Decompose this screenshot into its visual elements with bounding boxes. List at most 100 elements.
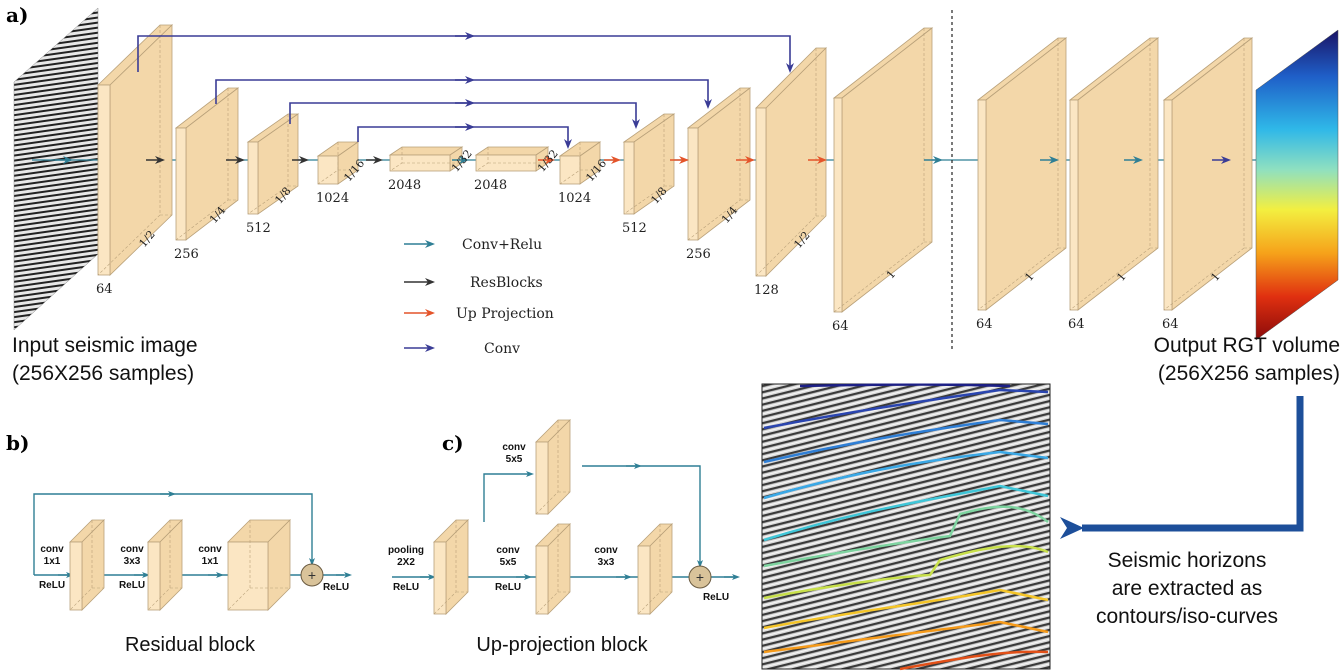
- horizon-curves: [764, 385, 1048, 670]
- upproj-branch-up: [483, 471, 534, 522]
- block-front-face: [97, 84, 111, 276]
- upproj-topconv-label: conv: [502, 442, 526, 453]
- upproj-midconv-label: conv: [496, 545, 520, 556]
- output-rgt-volume: [1255, 29, 1339, 341]
- legend-label-resblocks: ResBlocks: [470, 275, 543, 291]
- upproj-pool-size: 2X2: [397, 557, 415, 568]
- horizon-caption-line2: are extracted as: [1112, 577, 1263, 600]
- block-channel-label: 64: [1162, 317, 1179, 332]
- input-seismic-image: [13, 7, 99, 331]
- block-front-face: [833, 97, 843, 313]
- upproj-topconv-size: 5x5: [506, 454, 523, 465]
- feature-block-e4: [316, 141, 360, 185]
- horizon-curve: [900, 652, 1048, 669]
- upproj-relu-out: ReLU: [703, 592, 729, 603]
- block-front-face: [247, 141, 259, 215]
- res-relu1: ReLU: [39, 580, 65, 591]
- res-conv2-size: 3x3: [124, 556, 141, 567]
- upproj-pool-block: [433, 519, 469, 615]
- res-conv1-label: conv: [40, 544, 64, 555]
- upproj-rightconv-size: 3x3: [598, 557, 615, 568]
- feature-block-e1: [97, 24, 173, 276]
- legend-label-up-projection: Up Projection: [456, 306, 554, 322]
- block-channel-label: 1024: [316, 191, 349, 206]
- extraction-arrow: [1060, 396, 1304, 539]
- residual-title: Residual block: [125, 634, 256, 656]
- block-front-face: [977, 99, 987, 311]
- feature-block-f2: [976, 37, 1068, 311]
- upproj-right-conv-block: [637, 523, 673, 615]
- block-channel-label: 64: [96, 282, 113, 297]
- block-front-face: [1163, 99, 1173, 311]
- block-front-face: [1069, 99, 1079, 311]
- res-conv-block-3: [227, 519, 291, 611]
- horizon-caption-line1: Seismic horizons: [1108, 549, 1267, 572]
- horizon-curve: [764, 486, 1048, 540]
- res-relu2: ReLU: [119, 580, 145, 591]
- block-side-face: [1077, 37, 1159, 311]
- res-conv-block-2: [147, 519, 183, 611]
- panel-label-a: a): [6, 3, 28, 27]
- residual-block-diagram: + conv 1x1 ReLU conv 3x3 ReLU conv 1x1 R…: [33, 491, 352, 656]
- block-front-face: [559, 155, 581, 185]
- horizon-caption-line3: contours/iso-curves: [1096, 605, 1278, 628]
- upproj-top-conv-block: [535, 419, 571, 515]
- block-front-face: [637, 545, 651, 615]
- horizon-curve: [764, 546, 1048, 598]
- horizon-curve: [764, 452, 1048, 498]
- block-channel-label: 256: [686, 247, 711, 262]
- feature-block-f4: [1162, 37, 1254, 311]
- feature-block-f3: [1068, 37, 1160, 311]
- legend-label-conv: Conv: [484, 341, 520, 357]
- skip-connections: [137, 32, 794, 149]
- horizons-image: [761, 383, 1051, 670]
- add-node: [688, 565, 712, 589]
- feature-block-d2: [686, 87, 752, 241]
- block-side-face: [1171, 37, 1253, 311]
- horizon-curve: [764, 390, 1048, 428]
- upproj-relu1: ReLU: [393, 582, 419, 593]
- block-front-face: [227, 541, 269, 611]
- feature-block-e2: [174, 87, 240, 241]
- block-front-face: [535, 441, 549, 515]
- input-caption-line2: (256X256 samples): [12, 362, 194, 385]
- block-front-face: [755, 107, 767, 277]
- block-channel-label: 64: [832, 319, 849, 334]
- block-channel-label: 2048: [388, 178, 421, 193]
- block-front-face: [623, 141, 635, 215]
- upproj-branch-down: [582, 465, 703, 568]
- residual-conv-blocks: [69, 519, 291, 611]
- res-conv-block-1: [69, 519, 105, 611]
- upproj-pool-label: pooling: [388, 545, 424, 556]
- up-projection-block-diagram: + pooling 2X2 ReLU conv 5x5 conv 5x5 ReL…: [388, 419, 740, 656]
- res-conv3-size: 1x1: [202, 556, 219, 567]
- upproj-conv-blocks: [433, 419, 673, 615]
- block-front-face: [147, 541, 161, 611]
- horizon-curve: [764, 420, 1048, 462]
- feature-block-e3: [246, 113, 300, 215]
- block-hidden-edge: [833, 28, 925, 313]
- add-node-plus: +: [696, 569, 704, 585]
- block-channel-label: 512: [246, 221, 271, 236]
- horizon-caption: Seismic horizons are extracted as contou…: [1096, 549, 1278, 628]
- feature-block-d1: [755, 47, 827, 277]
- add-node-plus: +: [308, 567, 316, 583]
- upproj-midconv-size: 5x5: [500, 557, 517, 568]
- block-front-face: [433, 541, 447, 615]
- output-caption-line2: (256X256 samples): [1158, 362, 1340, 385]
- horizon-curve: [764, 590, 1048, 628]
- block-side-face: [985, 37, 1067, 311]
- res-conv3-label: conv: [198, 544, 222, 555]
- feature-block-d4: [558, 141, 602, 185]
- panel-label-c: c): [442, 431, 464, 455]
- panel-label-b: b): [6, 431, 29, 455]
- unet-blocks: [97, 24, 1254, 313]
- block-front-face: [535, 545, 549, 615]
- upproj-mid-conv-block: [535, 523, 571, 615]
- block-front-face: [175, 127, 187, 241]
- block-front-face: [687, 127, 699, 241]
- block-channel-label: 64: [1068, 317, 1085, 332]
- res-relu-out: ReLU: [323, 582, 349, 593]
